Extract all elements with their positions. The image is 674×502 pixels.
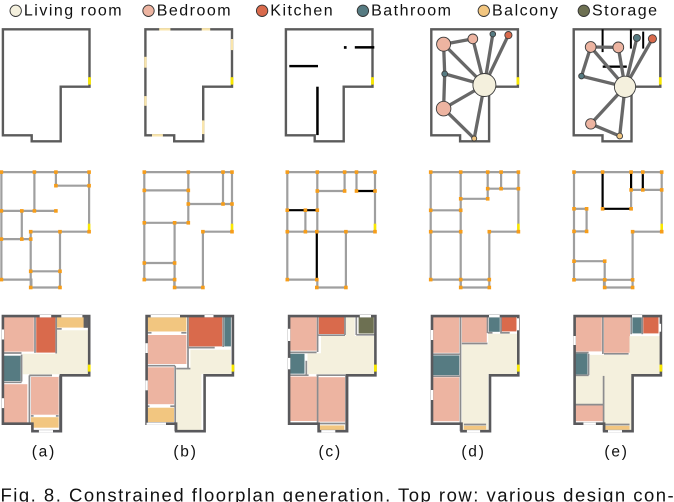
svg-text:(a): (a) (32, 444, 56, 461)
svg-text:Fig. 8. Constrained floorplan: Fig. 8. Constrained floorplan generation… (1, 485, 674, 502)
svg-text:(d): (d) (461, 444, 485, 461)
svg-text:Living room: Living room (24, 3, 123, 20)
svg-text:Bathroom: Bathroom (371, 3, 452, 20)
svg-text:Kitchen: Kitchen (270, 3, 334, 20)
svg-text:(e): (e) (604, 444, 628, 461)
svg-text:Storage: Storage (592, 3, 659, 20)
svg-text:Bedroom: Bedroom (157, 3, 232, 20)
svg-text:(c): (c) (318, 444, 341, 461)
svg-text:Balcony: Balcony (492, 3, 559, 20)
svg-text:(b): (b) (173, 444, 197, 461)
